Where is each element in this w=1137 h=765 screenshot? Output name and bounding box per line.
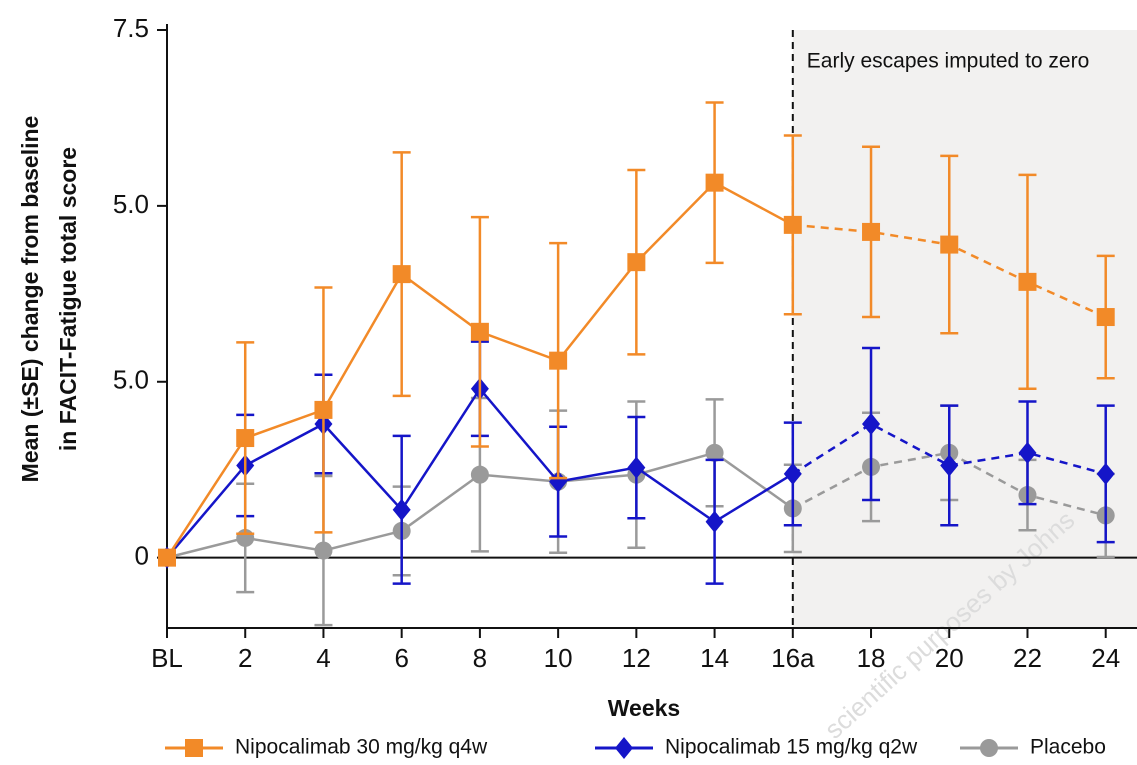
y-tick-label: 0 <box>135 541 149 571</box>
legend-label: Nipocalimab 15 mg/kg q2w <box>665 736 918 759</box>
marker-square <box>705 173 724 192</box>
x-tick-label: 10 <box>544 643 573 673</box>
y-axis-label: in FACIT-Fatigue total score <box>55 147 81 451</box>
x-tick-label: 6 <box>394 643 408 673</box>
marker-square <box>783 215 802 234</box>
marker-square <box>862 222 881 241</box>
marker-square <box>158 548 176 567</box>
annotation: Early escapes imputed to zero <box>807 50 1089 73</box>
x-tick-label: 22 <box>1013 643 1042 673</box>
marker-diamond <box>705 510 724 533</box>
y-tick-label: 5.0 <box>113 189 149 219</box>
x-tick-label: 18 <box>857 643 886 673</box>
marker-diamond <box>627 456 646 479</box>
legend-label: Placebo <box>1030 736 1106 759</box>
marker-square <box>549 351 568 370</box>
marker-square <box>392 265 411 284</box>
marker-diamond <box>783 462 802 485</box>
marker-diamond <box>549 470 568 493</box>
x-tick-label: 20 <box>935 643 964 673</box>
marker-diamond <box>940 454 959 477</box>
marker-square <box>185 739 203 757</box>
x-tick-label: BL <box>151 643 183 673</box>
y-tick-label: 7.5 <box>113 13 149 43</box>
marker-square <box>236 429 255 448</box>
marker-diamond <box>1096 462 1115 485</box>
x-axis-label: Weeks <box>608 695 680 721</box>
y-tick-label: 5.0 <box>113 365 149 395</box>
x-tick-label: 24 <box>1091 643 1120 673</box>
marker-square <box>627 253 646 272</box>
legend-label: Nipocalimab 30 mg/kg q4w <box>235 736 488 759</box>
marker-square <box>940 235 959 254</box>
marker-square <box>470 322 489 341</box>
x-tick-label: 2 <box>238 643 252 673</box>
marker-circle <box>470 465 489 484</box>
marker-circle <box>314 541 333 560</box>
y-axis-label: Mean (±SE) change from baseline <box>17 116 43 483</box>
x-tick-label: 8 <box>473 643 487 673</box>
x-tick-label: 14 <box>700 643 729 673</box>
marker-diamond <box>1018 441 1037 464</box>
marker-square <box>1096 308 1115 327</box>
x-tick-label: 16a <box>771 643 815 673</box>
marker-circle <box>980 739 998 757</box>
x-tick-label: 12 <box>622 643 651 673</box>
line-dashed <box>792 422 1107 476</box>
shaded-region <box>792 30 1137 628</box>
marker-diamond <box>392 498 411 521</box>
marker-square <box>1018 272 1037 291</box>
marker-diamond <box>615 737 633 759</box>
marker-circle <box>705 443 724 462</box>
marker-diamond <box>862 412 881 435</box>
marker-square <box>314 400 333 419</box>
x-tick-label: 4 <box>316 643 330 673</box>
